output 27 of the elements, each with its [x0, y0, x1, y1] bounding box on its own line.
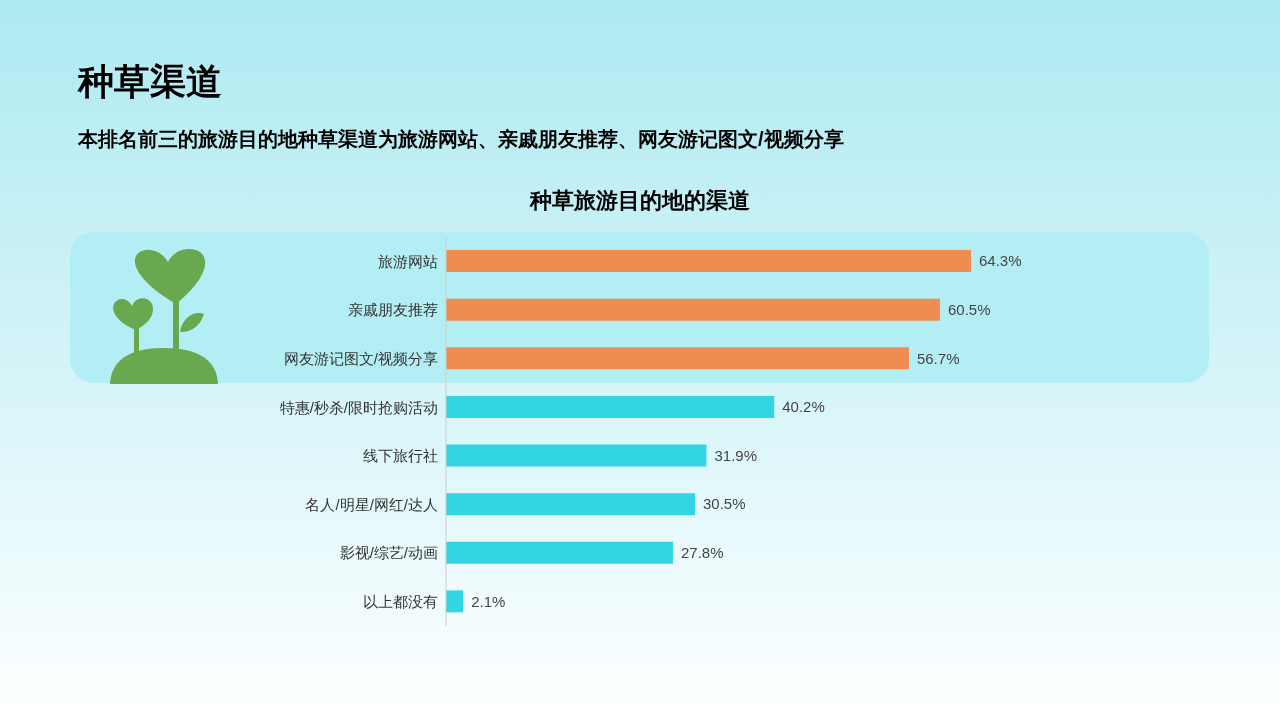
y-tick-label: 影视/综艺/动画 — [339, 544, 438, 562]
bar — [446, 250, 971, 272]
data-label: 56.7% — [916, 349, 960, 367]
bar — [446, 347, 909, 370]
data-label: 27.8% — [680, 544, 724, 562]
bar — [446, 590, 464, 613]
bar — [446, 298, 940, 321]
y-tick-label: 旅游网站 — [378, 252, 438, 270]
data-label: 40.2% — [782, 398, 825, 416]
y-tick-label: 名人/明星/网红/达人 — [305, 495, 438, 513]
data-label: 2.1% — [471, 592, 506, 610]
y-tick-label: 亲戚朋友推荐 — [348, 301, 438, 319]
y-tick-label: 以上都没有 — [363, 593, 438, 611]
chart-title: 种草旅游目的地的渠道 — [528, 187, 751, 215]
text: 种草渠道 — [78, 60, 222, 104]
y-tick-label: 网友游记图文/视频分享 — [283, 349, 438, 367]
data-label: 60.5% — [947, 300, 991, 318]
bar — [446, 444, 707, 467]
bar — [446, 493, 696, 516]
y-tick-label: 线下旅行社 — [363, 447, 438, 465]
data-label: 30.5% — [703, 495, 746, 513]
bar — [446, 541, 673, 564]
data-label: 31.9% — [714, 446, 758, 464]
data-label: 64.3% — [979, 252, 1022, 270]
y-tick-label: 特惠/秒杀/限时抢购活动 — [279, 398, 438, 416]
chart-subtitle: 本排名前三的旅游目的地种草渠道为旅游网站、亲戚朋友推荐、网友游记图文/视频分享 — [78, 127, 844, 152]
bar — [446, 395, 775, 418]
